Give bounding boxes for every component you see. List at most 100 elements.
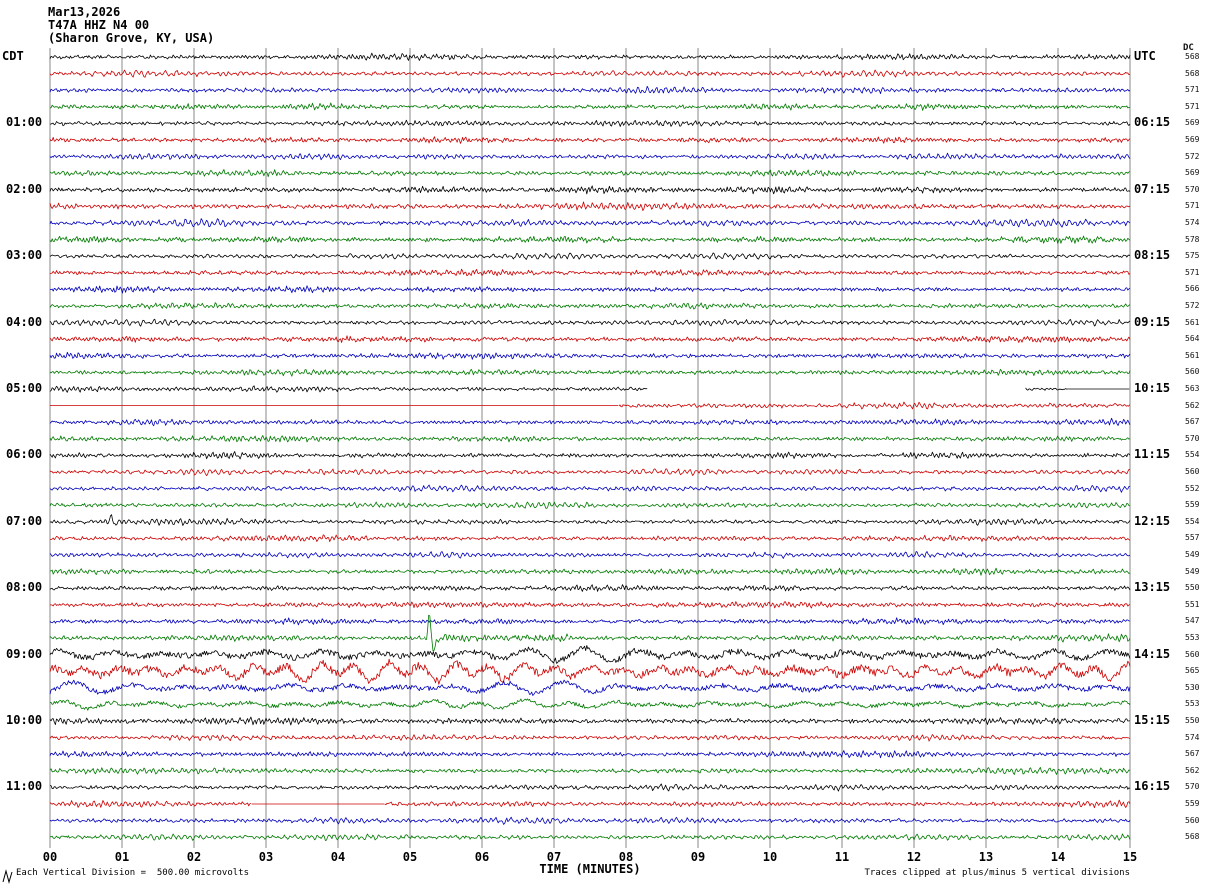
- trace-row-35: [49, 634, 424, 642]
- x-tick-07: 07: [546, 850, 562, 864]
- calibration-mark: [2, 869, 13, 884]
- dc-offset-header: DC: [1183, 43, 1194, 53]
- cdt-label-06:00: 06:00: [6, 447, 43, 462]
- x-tick-02: 02: [186, 850, 202, 864]
- trace-row-0: [49, 52, 1131, 61]
- dc-value-row-5: 569: [1185, 135, 1200, 144]
- dc-value-row-47: 568: [1185, 832, 1200, 842]
- trace-row-37: [49, 658, 1131, 685]
- trace-row-19: [49, 368, 1131, 377]
- dc-value-row-29: 557: [1185, 533, 1200, 543]
- trace-row-47: [49, 833, 1131, 841]
- trace-row-28: [49, 514, 1131, 526]
- x-tick-12: 12: [906, 850, 922, 864]
- dc-value-row-43: 562: [1185, 765, 1200, 775]
- trace-row-40: [49, 716, 1130, 726]
- trace-row-25: [49, 468, 1131, 477]
- trace-row-20-seg-2: [1025, 387, 1069, 391]
- cdt-label-04:00: 04:00: [6, 314, 43, 329]
- cdt-label-09:00: 09:00: [6, 646, 43, 661]
- dc-value-row-10: 574: [1185, 218, 1200, 227]
- dc-value-row-4: 569: [1185, 118, 1200, 128]
- dc-value-row-33: 551: [1185, 599, 1200, 609]
- dc-value-row-45: 559: [1185, 799, 1200, 808]
- utc-label-14:15: 14:15: [1134, 646, 1171, 661]
- trace-row-22: [49, 417, 1131, 427]
- dc-value-row-41: 574: [1185, 732, 1200, 742]
- utc-label-09:15: 09:15: [1134, 314, 1171, 329]
- title-block: Mar13,2026 T47A HHZ N4 00 (Sharon Grove,…: [48, 6, 214, 45]
- right-timezone-header: UTC: [1134, 49, 1156, 63]
- cdt-label-11:00: 11:00: [6, 779, 43, 794]
- left-timezone-header: CDT: [2, 49, 24, 63]
- x-tick-03: 03: [258, 850, 274, 864]
- trace-row-13: [49, 268, 1131, 277]
- trace-row-9: [49, 201, 1131, 212]
- trace-row-18: [49, 351, 1131, 360]
- trace-row-45-seg-2: [384, 799, 1131, 809]
- dc-value-row-9: 571: [1185, 201, 1200, 211]
- dc-value-row-39: 553: [1185, 699, 1200, 709]
- trace-row-31: [49, 567, 1131, 576]
- x-tick-14: 14: [1050, 850, 1066, 864]
- dc-value-row-0: 568: [1185, 52, 1200, 61]
- trace-row-46: [49, 816, 1131, 825]
- x-tick-10: 10: [762, 850, 778, 864]
- trace-row-1: [49, 69, 1131, 78]
- dc-value-row-1: 568: [1185, 68, 1200, 78]
- dc-value-row-18: 561: [1185, 350, 1200, 360]
- trace-row-36: [49, 645, 1131, 664]
- trace-row-23: [49, 435, 1131, 443]
- dc-value-row-30: 549: [1185, 550, 1200, 559]
- trace-row-2: [49, 85, 1131, 94]
- dc-value-row-16: 561: [1185, 317, 1200, 327]
- x-tick-00: 00: [42, 850, 58, 864]
- cdt-label-03:00: 03:00: [6, 248, 43, 263]
- x-tick-04: 04: [330, 850, 346, 864]
- dc-value-row-26: 552: [1185, 483, 1200, 493]
- cdt-label-08:00: 08:00: [6, 580, 43, 595]
- x-tick-06: 06: [474, 850, 490, 864]
- utc-label-08:15: 08:15: [1134, 248, 1171, 263]
- trace-row-14: [49, 285, 1131, 294]
- dc-value-row-8: 570: [1185, 184, 1200, 194]
- trace-row-5: [49, 136, 1131, 144]
- trace-row-10: [49, 218, 1131, 228]
- trace-row-29: [49, 534, 1131, 542]
- trace-row-45: [49, 800, 252, 808]
- trace-row-41: [49, 734, 1131, 742]
- trace-row-16: [49, 318, 1131, 327]
- trace-row-12: [49, 252, 1131, 261]
- cdt-label-07:00: 07:00: [6, 513, 43, 528]
- dc-value-row-15: 572: [1185, 301, 1200, 310]
- dc-value-row-38: 530: [1185, 682, 1200, 692]
- x-axis-title: TIME (MINUTES): [539, 862, 641, 876]
- dc-value-row-46: 560: [1185, 815, 1200, 825]
- dc-value-row-34: 547: [1185, 616, 1200, 626]
- trace-row-35-seg-1: [424, 614, 569, 652]
- trace-row-32: [49, 584, 1131, 592]
- dc-value-row-37: 565: [1185, 666, 1200, 676]
- trace-row-6: [49, 152, 1131, 161]
- trace-row-11: [49, 235, 1131, 244]
- dc-value-row-32: 550: [1185, 583, 1200, 593]
- dc-value-row-17: 564: [1185, 334, 1200, 344]
- dc-value-row-24: 554: [1185, 450, 1200, 460]
- trace-row-38: [49, 679, 1131, 696]
- dc-value-row-12: 575: [1185, 251, 1200, 261]
- x-tick-09: 09: [690, 850, 706, 864]
- utc-label-13:15: 13:15: [1134, 580, 1171, 595]
- clip-footnote: Traces clipped at plus/minus 5 vertical …: [864, 868, 1130, 878]
- cdt-label-01:00: 01:00: [6, 115, 43, 130]
- title-date: Mar13,2026: [48, 5, 121, 19]
- utc-label-12:15: 12:15: [1134, 513, 1171, 528]
- trace-row-43: [49, 767, 1131, 775]
- cdt-label-02:00: 02:00: [6, 181, 43, 196]
- dc-value-row-35: 553: [1185, 633, 1200, 642]
- utc-label-15:15: 15:15: [1134, 713, 1171, 727]
- title-station: T47A HHZ N4 00: [48, 18, 150, 32]
- dc-value-row-2: 571: [1185, 85, 1200, 95]
- dc-value-row-22: 567: [1185, 417, 1200, 427]
- dc-value-row-28: 554: [1185, 516, 1200, 526]
- x-tick-08: 08: [618, 850, 634, 864]
